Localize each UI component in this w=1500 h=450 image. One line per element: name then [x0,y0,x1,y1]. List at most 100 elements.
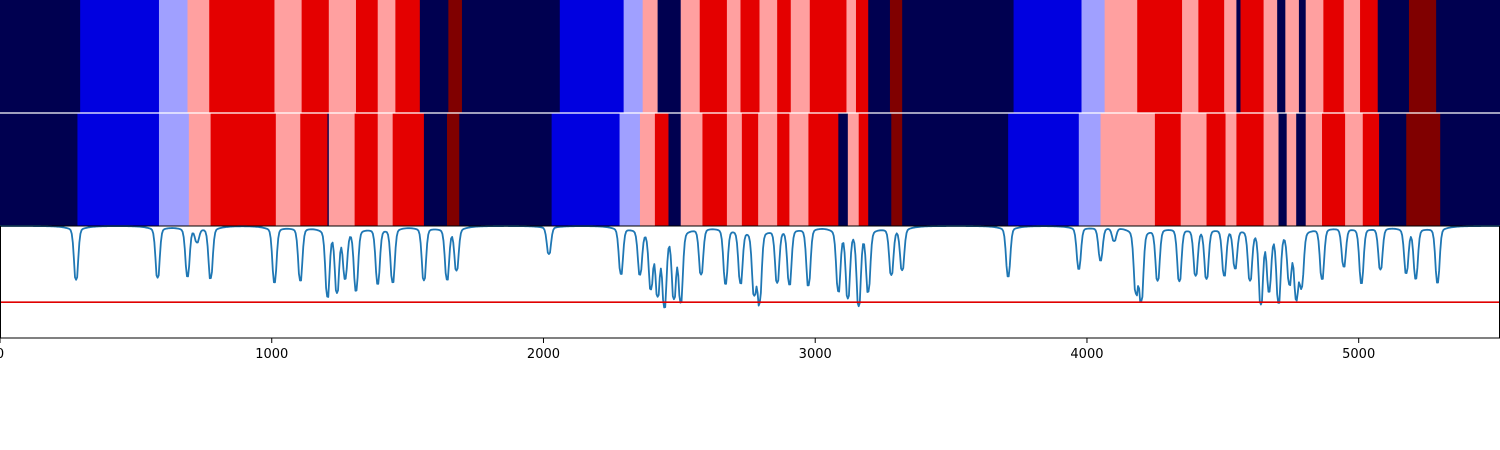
state-segment [1296,113,1307,226]
state-segment [1343,0,1361,113]
state-segment [847,113,860,226]
state-segment [858,113,869,226]
state-segment [1305,113,1323,226]
state-segment [1298,0,1307,113]
state-segment [1277,0,1286,113]
state-segment [1154,113,1182,226]
state-segment [1236,113,1264,226]
state-segment [1360,0,1379,113]
state-segment [77,113,160,226]
state-segment [551,113,620,226]
state-segment [1225,113,1237,226]
x-axis: 0 1000 2000 3000 4000 5000 [0,338,1375,362]
state-segment [1137,0,1183,113]
state-segment [868,113,892,226]
state-segment [559,0,625,113]
state-segment [1305,0,1324,113]
state-segment [448,0,463,113]
state-segment [846,0,857,113]
state-segment [1440,113,1500,226]
state-segment [680,113,703,226]
state-segment [355,0,379,113]
state-segment [777,113,790,226]
state-segment [275,113,301,226]
state-segment [699,0,728,113]
state-segment [1436,0,1500,113]
state-segment [459,113,553,226]
state-segment [668,113,682,226]
state-segment [1104,0,1138,113]
state-segment [158,0,188,113]
state-segment [1263,113,1279,226]
state-segment [0,0,81,113]
state-segment [1285,0,1300,113]
x-tick-label: 0 [0,347,4,362]
state-segment [1206,113,1226,226]
state-segment [759,0,778,113]
x-tick-label: 1000 [255,347,288,362]
x-tick-label: 5000 [1342,347,1375,362]
state-segment [1236,0,1241,113]
state-segment [838,113,849,226]
x-tick-label: 4000 [1070,347,1103,362]
state-segment [1263,0,1278,113]
state-segment [328,113,356,226]
state-segment [1362,113,1380,226]
state-segment [1180,113,1207,226]
state-segment [702,113,728,226]
state-segment [80,0,160,113]
state-segment [1323,0,1345,113]
state-segment [902,113,1009,226]
state-segment [619,113,641,226]
state-segment [392,113,425,226]
state-segment [447,113,460,226]
state-segment [423,113,448,226]
state-segment [327,113,330,226]
state-segment [808,113,839,226]
state-segment [902,0,1014,113]
state-segment [188,113,211,226]
state-segment [654,113,669,226]
state-segment [301,0,330,113]
state-segment [209,0,275,113]
state-segment [328,0,357,113]
state-segment [1182,0,1199,113]
state-segment [377,113,394,226]
state-segment [1100,113,1156,226]
state-segment [1008,113,1080,226]
state-segment [741,113,759,226]
signal-line [0,225,1500,309]
x-tick-label: 2000 [527,347,560,362]
state-segment [274,0,303,113]
x-tick-label: 3000 [799,347,832,362]
state-segment [790,0,811,113]
state-segment [657,0,682,113]
state-segment [740,0,760,113]
state-segment [789,113,809,226]
state-row-2 [0,113,1500,226]
state-segment [1379,113,1407,226]
state-segment [1278,113,1288,226]
state-segment [461,0,561,113]
state-segment [726,113,743,226]
state-segment [639,113,656,226]
state-segment [1013,0,1082,113]
state-row-1 [0,0,1500,113]
state-segment [1081,0,1106,113]
state-segment [1408,0,1437,113]
state-segment [1322,113,1346,226]
state-segment [1240,0,1264,113]
state-segment [889,0,903,113]
state-segment [891,113,903,226]
state-segment [210,113,277,226]
state-segment [868,0,891,113]
line-panel [0,225,1500,309]
state-segment [1198,0,1225,113]
state-segment [855,0,869,113]
state-segment [726,0,741,113]
state-segment [623,0,644,113]
state-segment [1286,113,1297,226]
state-segment [680,0,701,113]
state-segment [377,0,396,113]
